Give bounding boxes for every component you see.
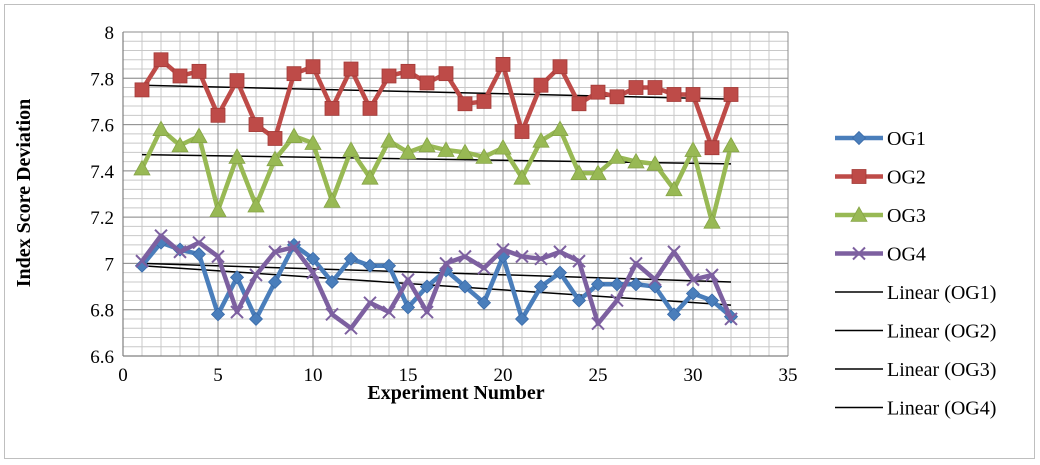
y-tick-label: 7.8	[90, 69, 114, 90]
data-point-marker	[515, 125, 529, 139]
x-tick-label: 10	[304, 365, 323, 386]
data-point-marker	[477, 94, 491, 108]
data-point-marker	[610, 90, 624, 104]
data-point-marker	[667, 87, 681, 101]
data-point-marker	[383, 259, 396, 272]
legend-entry: Linear (OG4)	[835, 398, 996, 420]
data-point-marker	[852, 170, 866, 184]
data-point-marker	[135, 83, 149, 97]
data-point-marker	[192, 64, 206, 78]
legend-label: OG2	[887, 167, 926, 189]
data-point-marker	[248, 198, 264, 212]
data-point-marker	[686, 87, 700, 101]
y-tick-label: 6.8	[90, 301, 114, 322]
data-point-marker	[343, 142, 359, 156]
data-point-marker	[193, 248, 206, 261]
data-point-marker	[191, 128, 207, 142]
y-tick-label: 7	[105, 254, 115, 275]
y-tick-label: 6.6	[90, 347, 114, 368]
data-point-marker	[344, 62, 358, 76]
data-point-marker	[154, 53, 168, 67]
data-point-marker	[420, 76, 434, 90]
data-point-marker	[381, 133, 397, 147]
y-axis-title: Index Score Deviation	[13, 99, 35, 288]
legend-entry: OG2	[835, 167, 926, 189]
data-point-marker	[286, 128, 302, 142]
x-tick-label: 5	[213, 365, 223, 386]
y-tick-label: 7.4	[90, 162, 114, 183]
legend-label: OG4	[887, 244, 926, 266]
legend-entry: OG1	[835, 128, 926, 150]
data-point-marker	[495, 140, 511, 154]
legend-label: Linear (OG3)	[887, 359, 996, 381]
x-tick-label: 25	[589, 365, 608, 386]
x-tick-label: 35	[779, 365, 798, 386]
y-tick-label: 7.6	[90, 116, 114, 137]
trendlines	[142, 85, 731, 305]
legend-entry: OG4	[835, 244, 926, 266]
series-og3	[134, 121, 739, 228]
data-point-marker	[382, 69, 396, 83]
data-point-marker	[268, 131, 282, 145]
data-point-marker	[496, 57, 510, 71]
y-tick-label: 7.2	[90, 208, 114, 229]
data-point-marker	[534, 78, 548, 92]
legend-label: OG3	[887, 205, 926, 227]
data-point-marker	[685, 142, 701, 156]
data-point-marker	[853, 132, 866, 145]
data-point-marker	[629, 81, 643, 95]
data-point-marker	[648, 81, 662, 95]
legend-label: Linear (OG1)	[887, 282, 996, 304]
series-og2	[135, 53, 738, 155]
legend-entry: Linear (OG3)	[835, 359, 996, 381]
data-point-marker	[249, 118, 263, 132]
data-point-marker	[287, 67, 301, 81]
legend: OG1 OG2 OG3 OG4 Linear (OG1) Linear (OG2) Line…	[835, 128, 996, 420]
data-point-marker	[723, 137, 739, 151]
y-tick-label: 8	[105, 23, 115, 44]
data-point-marker	[134, 161, 150, 175]
data-point-marker	[230, 74, 244, 88]
x-tick-label: 0	[118, 365, 128, 386]
series-line	[142, 60, 731, 148]
x-tick-label: 30	[684, 365, 703, 386]
data-point-marker	[704, 214, 720, 228]
x-axis-title: Experiment Number	[367, 382, 544, 404]
data-point-marker	[572, 97, 586, 111]
data-point-marker	[552, 121, 568, 135]
data-series	[134, 53, 739, 334]
data-point-marker	[324, 193, 340, 207]
data-point-marker	[211, 108, 225, 122]
data-point-marker	[705, 141, 719, 155]
data-point-marker	[363, 101, 377, 115]
data-point-marker	[173, 69, 187, 83]
data-point-marker	[210, 202, 226, 216]
legend-entry: OG3	[835, 205, 926, 227]
data-point-marker	[306, 60, 320, 74]
legend-label: Linear (OG2)	[887, 321, 996, 343]
data-point-marker	[591, 85, 605, 99]
data-point-marker	[325, 101, 339, 115]
legend-entry: Linear (OG2)	[835, 321, 996, 343]
data-point-marker	[458, 97, 472, 111]
data-point-marker	[553, 60, 567, 74]
data-point-marker	[153, 121, 169, 135]
legend-entry: Linear (OG1)	[835, 282, 996, 304]
data-point-marker	[401, 64, 415, 78]
data-point-marker	[724, 87, 738, 101]
legend-label: Linear (OG4)	[887, 398, 996, 420]
legend-label: OG1	[887, 128, 926, 150]
data-point-marker	[439, 67, 453, 81]
